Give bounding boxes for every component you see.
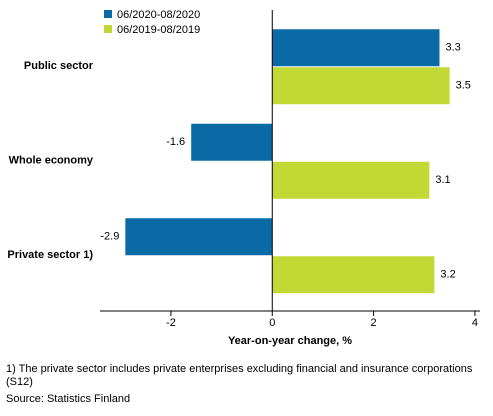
y-tick-label: Public sector xyxy=(24,60,94,72)
x-tick-label: 4 xyxy=(472,317,478,329)
value-label: 3.1 xyxy=(435,174,450,186)
bar xyxy=(191,123,273,161)
x-tick-label: -2 xyxy=(166,317,176,329)
legend-label: 06/2019-08/2019 xyxy=(117,24,200,36)
bar xyxy=(272,161,430,199)
value-label: 3.2 xyxy=(440,269,455,281)
value-label: -2.9 xyxy=(100,231,119,243)
bar xyxy=(272,29,440,67)
value-label: 3.5 xyxy=(456,80,471,92)
y-tick-label: Private sector 1) xyxy=(7,249,93,261)
bar xyxy=(272,256,435,294)
value-label: -1.6 xyxy=(166,136,185,148)
x-axis-label: Year-on-year change, % xyxy=(228,335,352,347)
x-tick-label: 0 xyxy=(269,317,275,329)
legend-swatch xyxy=(104,25,112,33)
legend-label: 06/2020-08/2020 xyxy=(117,9,200,21)
x-tick-label: 2 xyxy=(371,317,377,329)
bar xyxy=(125,218,273,256)
legend-swatch xyxy=(104,10,112,18)
source: Source: Statistics Finland xyxy=(6,393,131,405)
footnote: 1) The private sector includes private e… xyxy=(6,363,473,388)
bar xyxy=(272,67,450,105)
value-label: 3.3 xyxy=(445,42,460,54)
y-tick-label: Whole economy xyxy=(9,155,94,167)
